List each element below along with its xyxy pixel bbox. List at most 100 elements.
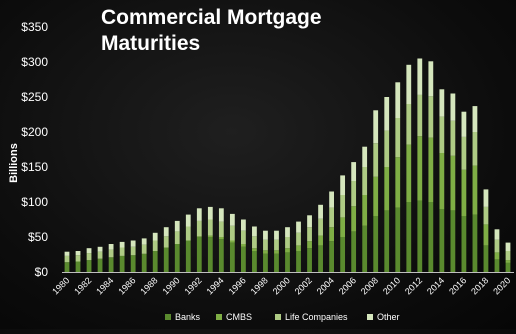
legend-swatch — [367, 314, 373, 320]
bar-segment — [241, 246, 246, 272]
bar-segment — [252, 226, 257, 237]
bar-segment — [163, 247, 169, 272]
bar-segment — [229, 213, 235, 226]
bar-segment — [174, 231, 180, 244]
bar-segment — [218, 237, 224, 240]
bar-segment — [450, 120, 456, 156]
bar-segment — [64, 255, 70, 263]
y-axis-label: Billions — [8, 143, 20, 183]
x-tick-label: 2020 — [491, 275, 512, 296]
bar-segment — [285, 248, 290, 253]
y-tick-label: $100 — [21, 195, 48, 209]
bar-segment — [141, 238, 147, 245]
legend: Banks CMBS Life Companies Other — [165, 312, 400, 322]
x-tick-label: 2012 — [403, 275, 424, 296]
legend-swatch — [165, 314, 171, 320]
y-tick-label: $350 — [21, 20, 48, 34]
bar-segment — [450, 93, 456, 121]
bar-segment — [274, 250, 279, 254]
y-tick-label: $200 — [21, 125, 48, 139]
bar-segment — [97, 246, 103, 252]
bar-segment — [384, 130, 390, 167]
chart-title-line-1: Commercial Mortgage — [101, 6, 322, 29]
bar-segment — [461, 136, 467, 170]
y-tick-label: $300 — [21, 55, 48, 69]
y-tick-label: $50 — [28, 230, 48, 244]
bar-segment — [108, 257, 114, 272]
bar-segment — [285, 252, 290, 272]
bar-segment — [395, 157, 401, 208]
chart-title-line-2: Maturities — [101, 32, 200, 55]
bar-segment — [505, 260, 511, 263]
bar-segment — [362, 195, 368, 226]
bar-segment — [64, 262, 70, 272]
legend-label: CMBS — [226, 312, 252, 322]
bar-segment — [174, 220, 180, 232]
bar-segment — [130, 246, 136, 256]
bar-segment — [307, 227, 312, 242]
bar-segment — [296, 232, 301, 246]
x-tick-labels: 1980 1982 1984 1986 1988 1990 1992 1994 1996 1998… — [50, 275, 512, 296]
x-tick-label: 2006 — [337, 275, 358, 296]
x-tick-label: 2014 — [425, 275, 446, 296]
bar-segment — [483, 206, 489, 225]
bar-segment — [152, 251, 158, 272]
bar-segment — [163, 227, 169, 237]
bar-segment — [263, 239, 268, 251]
bar-segment — [318, 245, 323, 272]
bar-segment — [207, 219, 213, 236]
bar-segment — [472, 214, 478, 272]
bar-segment — [196, 220, 202, 237]
bar-segment — [439, 209, 445, 272]
bar-segment — [483, 224, 489, 246]
bar-segment — [494, 239, 500, 253]
bar-segment — [196, 208, 202, 221]
legend-label: Life Companies — [285, 312, 348, 322]
bar-segment — [384, 97, 390, 131]
bar-segment — [229, 225, 235, 241]
x-tick-label: 2016 — [447, 275, 468, 296]
bar-segment — [318, 218, 323, 236]
bar-segment — [362, 225, 368, 272]
bar-segment — [252, 248, 257, 251]
bar-segment — [428, 61, 434, 97]
bar-segment — [207, 235, 213, 237]
x-tick-label: 1998 — [249, 275, 270, 296]
bar-segment — [97, 251, 103, 259]
bar-segment — [86, 253, 92, 261]
x-tick-label: 1986 — [116, 275, 137, 296]
y-tick-label: $150 — [21, 160, 48, 174]
x-tick-label: 1982 — [72, 275, 93, 296]
y-tick-label: $250 — [21, 90, 48, 104]
bar-segment — [152, 232, 158, 241]
x-tick-label: 1988 — [138, 275, 159, 296]
bar-segment — [384, 167, 390, 211]
bar-segment — [395, 207, 401, 272]
bar-segment — [108, 249, 114, 258]
bar-segment — [439, 116, 445, 153]
bar-segment — [362, 146, 368, 167]
bar-segment — [285, 237, 290, 249]
y-tick-label: $0 — [35, 265, 49, 279]
x-tick-label: 1984 — [94, 275, 115, 296]
bar-segment — [472, 165, 478, 215]
bar-segment — [329, 227, 334, 242]
bar-segment — [218, 221, 224, 237]
bar-segment — [141, 253, 147, 272]
bar-segment — [263, 253, 268, 272]
bar-segment — [196, 237, 202, 272]
bar-segment — [417, 58, 423, 95]
bar-segment — [130, 255, 136, 272]
bar-segment — [229, 240, 235, 243]
bar-segment — [141, 244, 147, 254]
bar-segment — [296, 221, 301, 233]
bar-segment — [505, 262, 511, 272]
legend-swatch — [216, 314, 222, 320]
bar-segment — [351, 231, 357, 272]
bar-segment — [417, 136, 423, 201]
x-tick-label: 2008 — [359, 275, 380, 296]
bar-segment — [185, 226, 191, 241]
x-tick-label: 1996 — [227, 275, 248, 296]
